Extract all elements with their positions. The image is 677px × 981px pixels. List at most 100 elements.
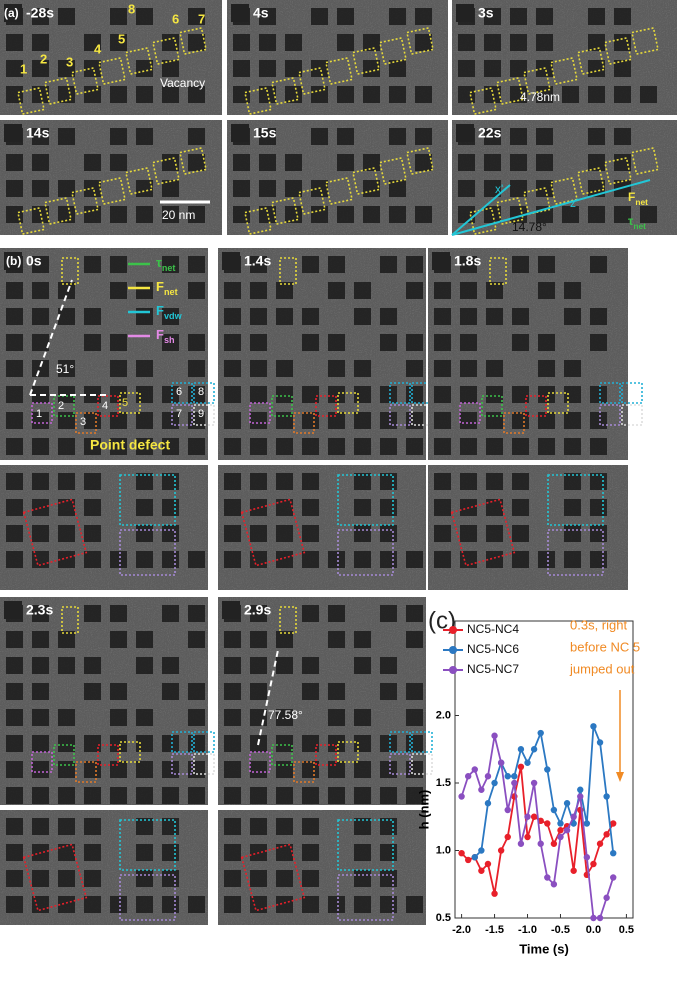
nanocube xyxy=(538,438,555,455)
nanocube xyxy=(84,86,101,103)
nanocube xyxy=(32,282,49,299)
nanocube xyxy=(434,386,451,403)
nanocube xyxy=(162,60,179,77)
nanocube xyxy=(354,360,371,377)
nanocube xyxy=(6,761,23,778)
nanocube xyxy=(259,180,276,197)
nanocube xyxy=(84,787,101,804)
nanocube xyxy=(84,870,101,887)
nc-outline xyxy=(171,731,193,753)
nanocube xyxy=(484,8,501,25)
nc-outline xyxy=(271,395,293,417)
nc-outline xyxy=(244,207,272,235)
nanocube xyxy=(337,34,354,51)
nanocube xyxy=(406,787,423,804)
nanocube xyxy=(512,256,529,273)
nc-outline xyxy=(171,753,193,775)
nc-outline xyxy=(125,167,153,195)
nanocube-lattice xyxy=(233,8,432,103)
nc-outline xyxy=(547,474,604,526)
annotation: before NC 5 xyxy=(570,639,640,654)
data-point xyxy=(471,854,478,861)
nanocube xyxy=(302,870,319,887)
nanocube xyxy=(328,709,345,726)
nanocube xyxy=(484,180,501,197)
data-point xyxy=(497,847,505,854)
nanocube xyxy=(380,870,397,887)
nanocube xyxy=(250,631,267,648)
nanocube xyxy=(224,499,241,516)
nanocube xyxy=(188,8,205,25)
nc-label: 4 xyxy=(94,41,102,56)
nanocube xyxy=(406,360,423,377)
nanocube xyxy=(337,8,354,25)
nanocube xyxy=(538,334,555,351)
angle-guide xyxy=(29,279,73,396)
nanocube xyxy=(188,787,205,804)
data-point xyxy=(603,793,610,800)
nanocube xyxy=(406,334,423,351)
nanocube xyxy=(328,761,345,778)
angle-label: 14.78° xyxy=(512,220,547,234)
nanocube xyxy=(285,154,302,171)
nc-label: 6 xyxy=(172,11,179,26)
nanocube xyxy=(32,34,49,51)
nanocube xyxy=(276,386,293,403)
symbol-label: Fsh xyxy=(156,327,175,345)
nc-label: 3 xyxy=(80,416,86,428)
nanocube xyxy=(328,605,345,622)
nanocube xyxy=(354,787,371,804)
data-point xyxy=(563,827,571,834)
nanocube xyxy=(460,282,477,299)
nc-outline xyxy=(75,412,97,434)
nanocube xyxy=(58,60,75,77)
subscript: net xyxy=(162,263,176,273)
nanocube xyxy=(434,499,451,516)
subscript: net xyxy=(164,287,178,297)
nc-outline xyxy=(621,404,643,426)
data-point xyxy=(464,773,472,780)
nanocube xyxy=(162,551,179,568)
nanocube xyxy=(590,551,607,568)
nanocube xyxy=(162,334,179,351)
nanocube xyxy=(328,735,345,752)
nanocube xyxy=(588,154,605,171)
nanocube xyxy=(32,761,49,778)
data-point xyxy=(478,847,485,854)
data-point xyxy=(491,779,498,787)
nanocube xyxy=(84,256,101,273)
nanocube xyxy=(380,657,397,674)
nanocube xyxy=(136,787,153,804)
nanocube xyxy=(224,282,241,299)
nanocube xyxy=(434,551,451,568)
nanocube xyxy=(389,60,406,77)
nanocube xyxy=(259,8,276,25)
nanocube xyxy=(233,34,250,51)
nanocube xyxy=(640,206,657,223)
nanocube xyxy=(136,386,153,403)
angle-guide xyxy=(257,649,279,746)
nanocube xyxy=(84,499,101,516)
data-point xyxy=(484,860,492,868)
nanocube xyxy=(58,735,75,752)
nanocube xyxy=(32,551,49,568)
nanocube xyxy=(188,896,205,913)
nanocube xyxy=(84,438,101,455)
symbol-label: Fvdw xyxy=(156,303,183,321)
nc-outline xyxy=(389,404,411,426)
nc-outline xyxy=(621,382,643,404)
nanocube xyxy=(110,787,127,804)
nanocube xyxy=(250,256,267,273)
nc-outline xyxy=(389,753,411,775)
nc-outline xyxy=(61,606,79,634)
stamp-icon xyxy=(4,124,22,142)
stamp-icon xyxy=(231,4,249,22)
nanocube xyxy=(512,525,529,542)
nanocube xyxy=(406,896,423,913)
nanocube xyxy=(590,525,607,542)
nanocube xyxy=(564,473,581,490)
nanocube xyxy=(512,438,529,455)
nanocube xyxy=(640,86,657,103)
nanocube xyxy=(233,206,250,223)
nc-outline xyxy=(53,744,75,766)
